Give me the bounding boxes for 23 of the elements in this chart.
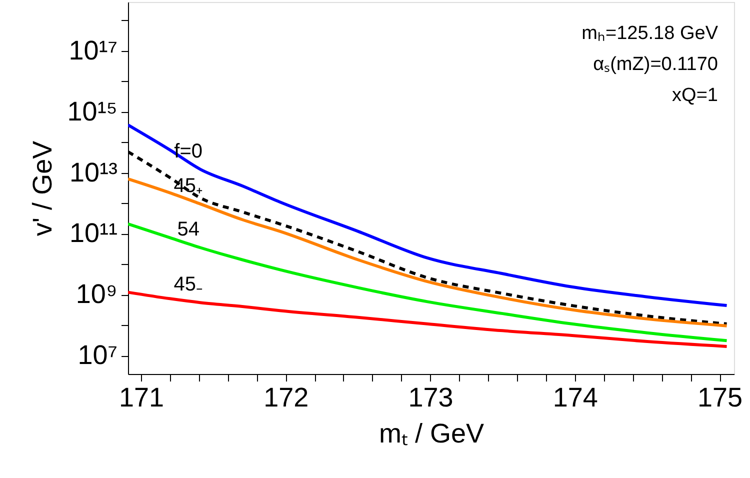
line-series xyxy=(128,222,728,342)
y-tick-label: 10¹³ xyxy=(69,157,118,188)
line-series xyxy=(128,290,728,348)
line-series xyxy=(128,177,728,328)
annotation: xQ=1 xyxy=(672,85,718,106)
series-label: 45₋ xyxy=(174,274,203,296)
y-tick-label: 10⁷ xyxy=(78,340,118,370)
x-tick-label: 173 xyxy=(408,382,454,412)
line-series xyxy=(128,123,728,308)
annotation: mₕ=125.18 GeV xyxy=(582,23,718,44)
series-label: f=0 xyxy=(174,140,202,162)
x-tick-label: 171 xyxy=(118,382,164,412)
x-tick-label: 175 xyxy=(698,382,743,412)
y-tick-label: 10¹⁵ xyxy=(67,96,118,126)
x-axis-title: mₜ / GeV xyxy=(378,418,484,448)
x-tick-label: 174 xyxy=(552,382,598,412)
y-tick-label: 10⁹ xyxy=(76,279,118,310)
y-tick-label: 10¹¹ xyxy=(69,218,118,248)
y-tick-label: 10¹⁷ xyxy=(68,35,118,66)
series-label: 54 xyxy=(177,218,200,241)
x-tick-label: 172 xyxy=(264,382,309,412)
y-axis-title: v' / GeV xyxy=(27,140,58,236)
annotation: αₛ(mZ)=0.1170 xyxy=(593,54,718,75)
